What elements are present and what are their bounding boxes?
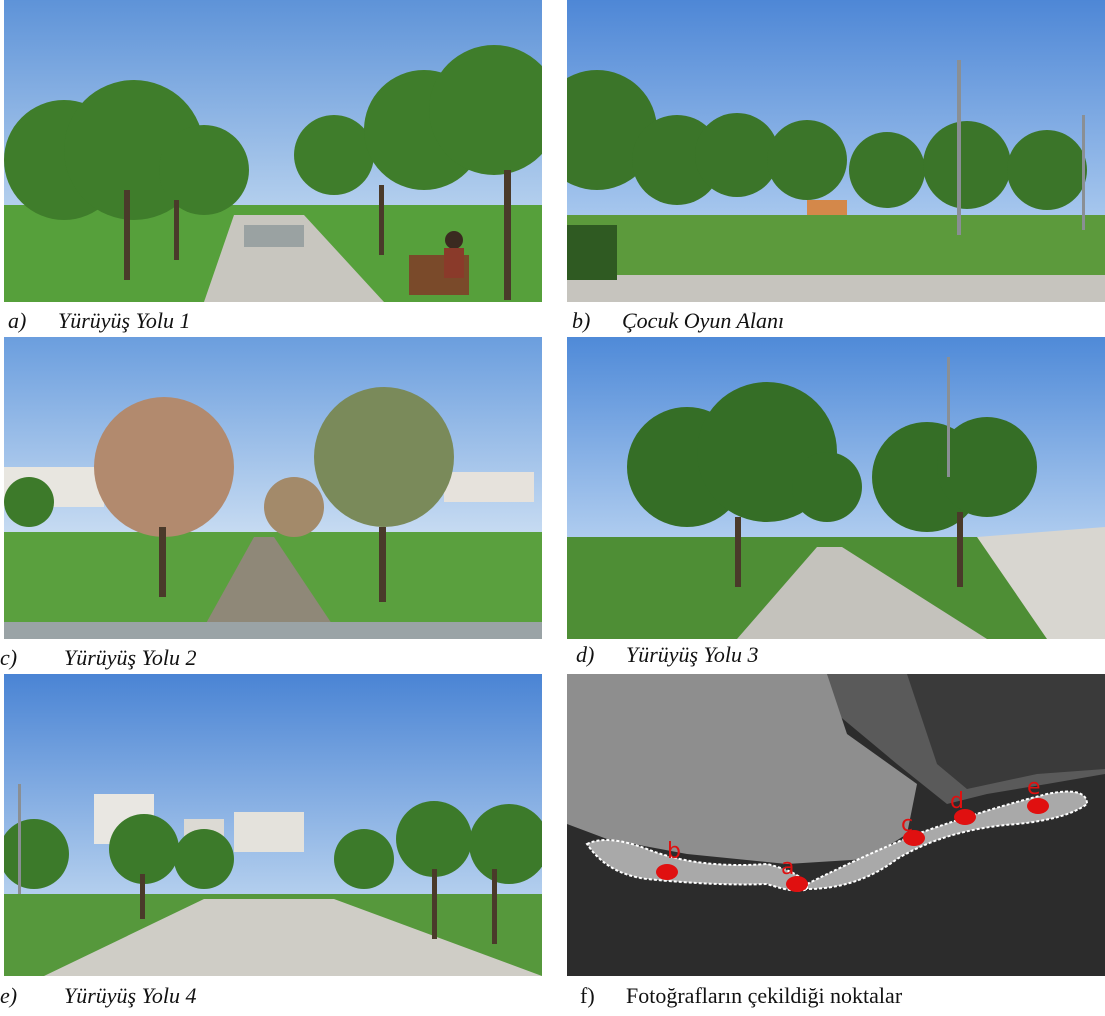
marker-label-e: e [1027, 775, 1041, 800]
marker-dot-e [1027, 798, 1049, 814]
caption-a: a) Yürüyüş Yolu 1 [8, 308, 190, 334]
caption-text: Yürüyüş Yolu 3 [626, 642, 759, 667]
map-markers: b a c d e [656, 775, 1049, 892]
caption-e: e) Yürüyüş Yolu 4 [0, 983, 196, 1009]
caption-letter: c) [0, 645, 18, 670]
marker-label-a: a [781, 855, 794, 880]
photo-a-walking-path-1 [4, 0, 542, 302]
caption-text: Yürüyüş Yolu 1 [58, 308, 191, 333]
caption-c: c) Yürüyüş Yolu 2 [0, 645, 196, 671]
caption-letter: b) [572, 308, 591, 333]
caption-letter: a) [8, 308, 27, 333]
marker-dot-b [656, 864, 678, 880]
caption-text: Çocuk Oyun Alanı [622, 308, 785, 333]
marker-label-b: b [667, 839, 681, 864]
marker-dot-d [954, 809, 976, 825]
marker-dot-a [786, 876, 808, 892]
marker-label-d: d [950, 789, 964, 814]
caption-f: f) Fotoğrafların çekildiği noktalar [580, 983, 902, 1009]
photo-e-walking-path-4 [4, 674, 542, 976]
marker-dot-c [903, 830, 925, 846]
photo-b-playground [567, 0, 1105, 302]
caption-letter: d) [576, 642, 595, 667]
photo-c-walking-path-2 [4, 337, 542, 639]
caption-letter: f) [580, 983, 595, 1008]
caption-text: Yürüyüş Yolu 4 [64, 983, 197, 1008]
caption-letter: e) [0, 983, 18, 1008]
photo-d-walking-path-3 [567, 337, 1105, 639]
photo-f-aerial-map: b a c d e [567, 674, 1105, 976]
caption-text: Yürüyüş Yolu 2 [64, 645, 197, 670]
caption-b: b) Çocuk Oyun Alanı [572, 308, 784, 334]
caption-d: d) Yürüyüş Yolu 3 [576, 642, 758, 668]
caption-text: Fotoğrafların çekildiği noktalar [626, 983, 903, 1008]
marker-label-c: c [901, 812, 913, 837]
